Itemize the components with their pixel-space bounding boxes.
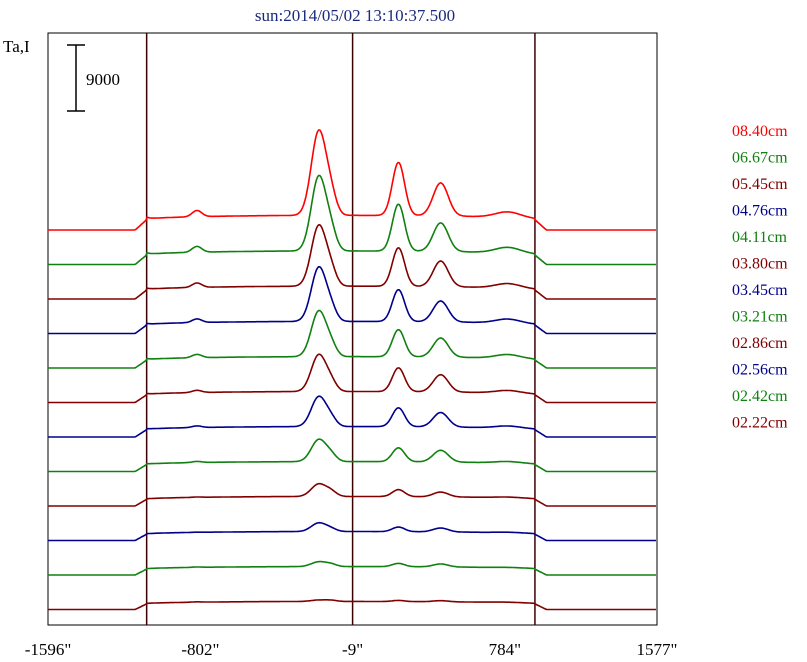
chart-title: sun:2014/05/02 13:10:37.500: [255, 6, 455, 25]
legend-entry: 02.56cm: [732, 362, 788, 379]
scale-bar-label: 9000: [86, 70, 120, 89]
legend-entry: 03.80cm: [732, 256, 788, 273]
x-tick-labels: -1596" -802" -9" 784" 1577": [25, 640, 678, 659]
x-tick-label: -802": [181, 640, 219, 659]
series-line: [48, 266, 656, 335]
legend-entry: 03.21cm: [732, 309, 788, 326]
series-line: [48, 129, 656, 231]
legend-entry: 03.45cm: [732, 282, 788, 299]
series-line: [48, 395, 656, 438]
series-line: [48, 521, 656, 542]
legend-entry: 08.40cm: [732, 123, 788, 140]
series-line: [48, 223, 656, 300]
series-line: [48, 599, 656, 611]
legend-entry: 02.22cm: [732, 415, 788, 432]
legend-entry: 05.45cm: [732, 176, 788, 193]
legend-entry: 02.42cm: [732, 388, 788, 405]
series-line: [48, 482, 656, 507]
series-line: [48, 438, 656, 473]
legend-entry: 06.67cm: [732, 150, 788, 167]
x-tick-label: -1596": [25, 640, 72, 659]
x-tick-label: 784": [489, 640, 521, 659]
legend-entry: 02.86cm: [732, 335, 788, 352]
series-layer: [48, 129, 656, 611]
legend-entry: 04.76cm: [732, 203, 788, 220]
series-line: [48, 353, 656, 404]
y-axis-label: Ta,I: [3, 37, 30, 56]
legend-entry: 04.11cm: [732, 229, 788, 246]
series-line: [48, 174, 656, 266]
legend: 08.40cm 06.67cm 05.45cm 04.76cm 04.11cm 03.80…: [732, 123, 788, 432]
series-line: [48, 560, 656, 576]
series-line: [48, 309, 656, 369]
x-tick-label: 1577": [637, 640, 678, 659]
scale-bar: 9000: [67, 44, 120, 112]
vertical-lines: [145, 33, 536, 625]
x-tick-label: -9": [342, 640, 363, 659]
